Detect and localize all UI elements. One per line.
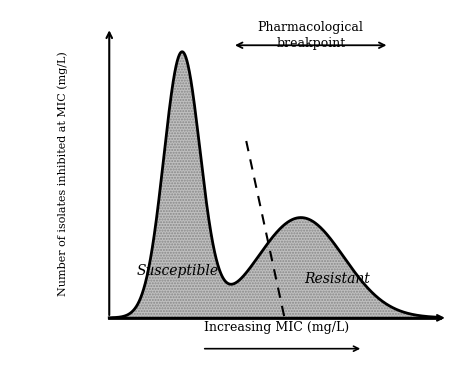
Text: Resistant: Resistant: [304, 272, 370, 286]
Text: Pharmacological
breakpoint: Pharmacological breakpoint: [258, 21, 364, 50]
Polygon shape: [109, 52, 439, 318]
Text: Increasing MIC (mg/L): Increasing MIC (mg/L): [204, 321, 349, 334]
Text: Number of isolates inhibited at MIC (mg/L): Number of isolates inhibited at MIC (mg/…: [58, 51, 68, 296]
Text: Susceptible: Susceptible: [137, 264, 219, 278]
